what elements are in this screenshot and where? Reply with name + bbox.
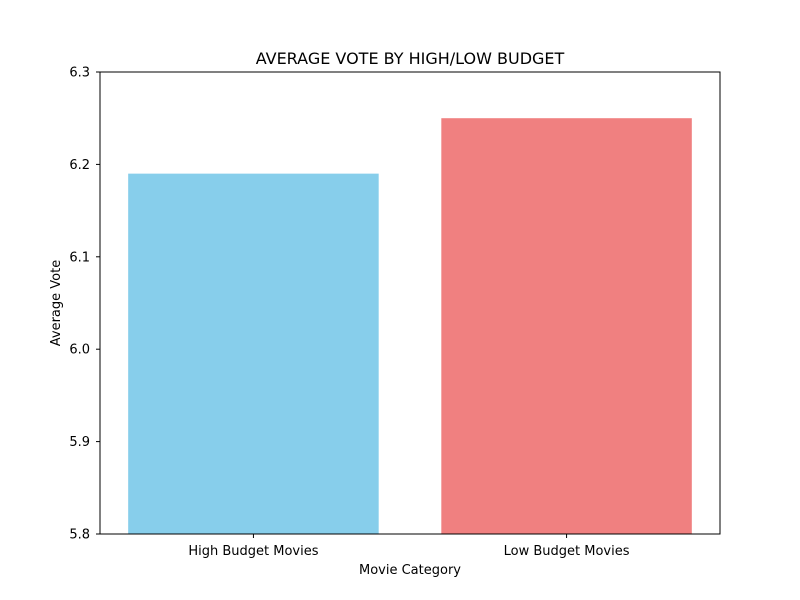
y-tick-label: 6.3 <box>69 66 90 81</box>
y-axis-label: Average Vote <box>49 260 64 346</box>
x-axis: High Budget Movies Low Budget Movies <box>188 534 630 559</box>
bar-2 <box>441 118 692 534</box>
y-axis: 5.8 5.9 6.0 6.1 6.2 6.3 <box>69 66 100 543</box>
y-tick-label: 6.1 <box>69 250 90 265</box>
x-tick-label: High Budget Movies <box>188 544 318 559</box>
plot-area-frame <box>99 71 721 535</box>
y-tick-label: 5.8 <box>69 528 90 543</box>
chart-title: AVERAGE VOTE BY HIGH/LOW BUDGET <box>256 49 565 68</box>
y-tick-label: 5.9 <box>69 435 90 450</box>
y-tick-label: 6.0 <box>69 343 90 358</box>
bar-1 <box>128 173 379 534</box>
x-axis-label: Movie Category <box>359 563 461 578</box>
bars-layer <box>128 118 692 534</box>
x-tick-label: Low Budget Movies <box>504 544 630 559</box>
y-tick-label: 6.2 <box>69 158 90 173</box>
